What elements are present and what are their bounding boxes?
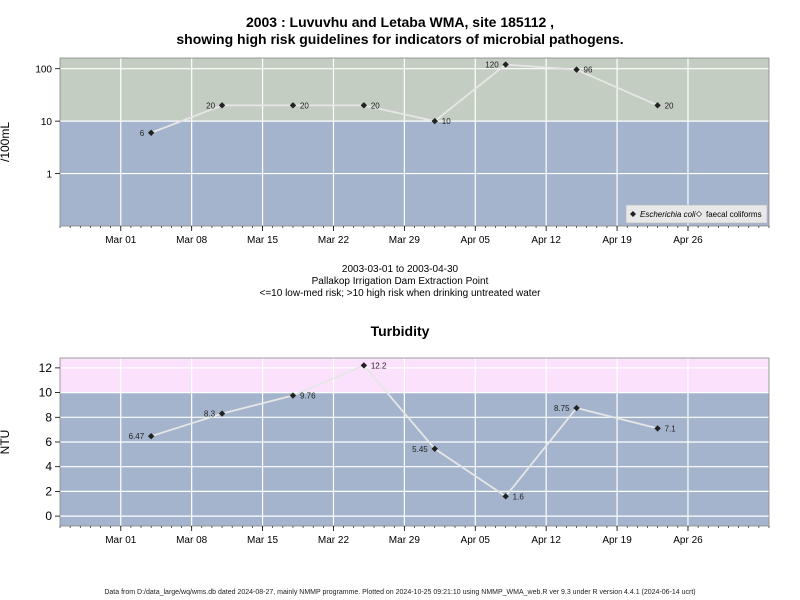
- x-tick-label: Mar 01: [105, 535, 137, 546]
- x-tick-label: Apr 12: [531, 535, 561, 546]
- data-point-marker: [654, 102, 661, 109]
- legend-faecal-label: faecal coliforms: [706, 210, 762, 219]
- y-tick-label: 2: [45, 484, 52, 498]
- y-tick-label: 6: [45, 435, 52, 449]
- legend-faecal-marker: [695, 210, 703, 218]
- data-label: 120: [485, 61, 499, 70]
- chart-title-line2: showing high risk guidelines for indicat…: [176, 31, 624, 47]
- data-point-marker: [218, 102, 226, 109]
- x-tick-label: Apr 26: [673, 535, 703, 546]
- data-label: 6: [140, 129, 145, 138]
- risk-note-caption: <=10 low-med risk; >10 high risk when dr…: [259, 288, 541, 299]
- x-tick-label: Apr 26: [673, 235, 703, 246]
- x-tick-label: Apr 19: [602, 235, 632, 246]
- x-tick-label: Apr 12: [531, 235, 561, 246]
- data-point-marker: [573, 404, 580, 412]
- data-label: 5.45: [412, 445, 428, 454]
- data-label: 20: [665, 101, 674, 110]
- data-label: 9.76: [300, 392, 316, 401]
- footer-note: Data from D:/data_large/wq/wms.db dated …: [104, 589, 696, 596]
- data-label: 96: [584, 66, 593, 75]
- data-point-marker: [289, 392, 297, 399]
- data-point-marker: [289, 102, 297, 109]
- series-line: [150, 364, 658, 498]
- y-tick-label: 0: [45, 509, 52, 523]
- data-point-marker: [218, 410, 226, 417]
- data-label: 20: [300, 101, 309, 110]
- x-tick-label: Mar 08: [176, 535, 208, 546]
- y-tick-label: 10: [39, 386, 53, 400]
- data-point-marker: [360, 102, 368, 109]
- x-tick-label: Mar 08: [176, 235, 208, 246]
- data-point-marker: [147, 129, 155, 136]
- x-tick-label: Mar 15: [247, 535, 279, 546]
- x-tick-label: Apr 19: [602, 535, 632, 546]
- x-tick-label: Mar 22: [318, 535, 350, 546]
- date-range-caption: 2003-03-01 to 2003-04-30: [341, 264, 459, 275]
- site-name-caption: Pallakop Irrigation Dam Extraction Point: [311, 276, 489, 287]
- data-point-marker: [654, 425, 661, 432]
- y-tick-label: 4: [45, 460, 52, 474]
- series-line: [150, 63, 658, 134]
- data-label: 12.2: [371, 361, 387, 370]
- data-point-marker: [431, 445, 438, 452]
- data-point-marker: [502, 493, 509, 500]
- turbidity-title: Turbidity: [370, 323, 430, 339]
- y-tick-label: 8: [45, 410, 52, 424]
- y-tick-label: 100: [35, 65, 52, 76]
- data-label: 20: [371, 101, 380, 110]
- x-tick-label: Mar 29: [389, 535, 421, 546]
- x-tick-label: Apr 05: [461, 535, 491, 546]
- data-point-marker: [573, 66, 580, 73]
- legend-ecoli-marker: [629, 210, 637, 218]
- x-tick-label: Mar 29: [389, 235, 421, 246]
- y-axis-label: /100mL: [0, 122, 12, 162]
- data-label: 7.1: [665, 424, 677, 433]
- y-tick-label: 12: [39, 361, 53, 375]
- x-tick-label: Mar 01: [105, 235, 137, 246]
- x-tick-label: Apr 05: [461, 235, 491, 246]
- data-point-marker: [431, 117, 438, 125]
- microbial-chart: Mar 01 Mar 08 Mar 15 Mar 22 Mar 29 Apr 05 Apr …: [0, 57, 770, 246]
- y-tick-label: 1: [46, 170, 52, 181]
- y-tick-label: 10: [41, 117, 53, 128]
- data-label: 10: [442, 117, 451, 126]
- chart-title-line1: 2003 : Luvuvhu and Letaba WMA, site 1851…: [245, 14, 555, 30]
- y-axis-label: NTU: [0, 430, 12, 455]
- data-label: 8.3: [204, 410, 216, 419]
- x-tick-label: Mar 22: [318, 235, 350, 246]
- data-point-marker: [147, 432, 155, 440]
- data-point-marker: [502, 61, 509, 68]
- data-point-marker: [360, 362, 368, 369]
- low-risk-band: [60, 392, 769, 526]
- high-risk-band: [60, 358, 769, 393]
- x-tick-label: Mar 15: [247, 235, 279, 246]
- data-label: 1.6: [513, 492, 525, 501]
- data-label: 20: [206, 101, 215, 110]
- data-label: 6.47: [129, 432, 145, 441]
- data-label: 8.75: [554, 404, 570, 413]
- legend-ecoli-label: Escherichia coli: [640, 210, 696, 219]
